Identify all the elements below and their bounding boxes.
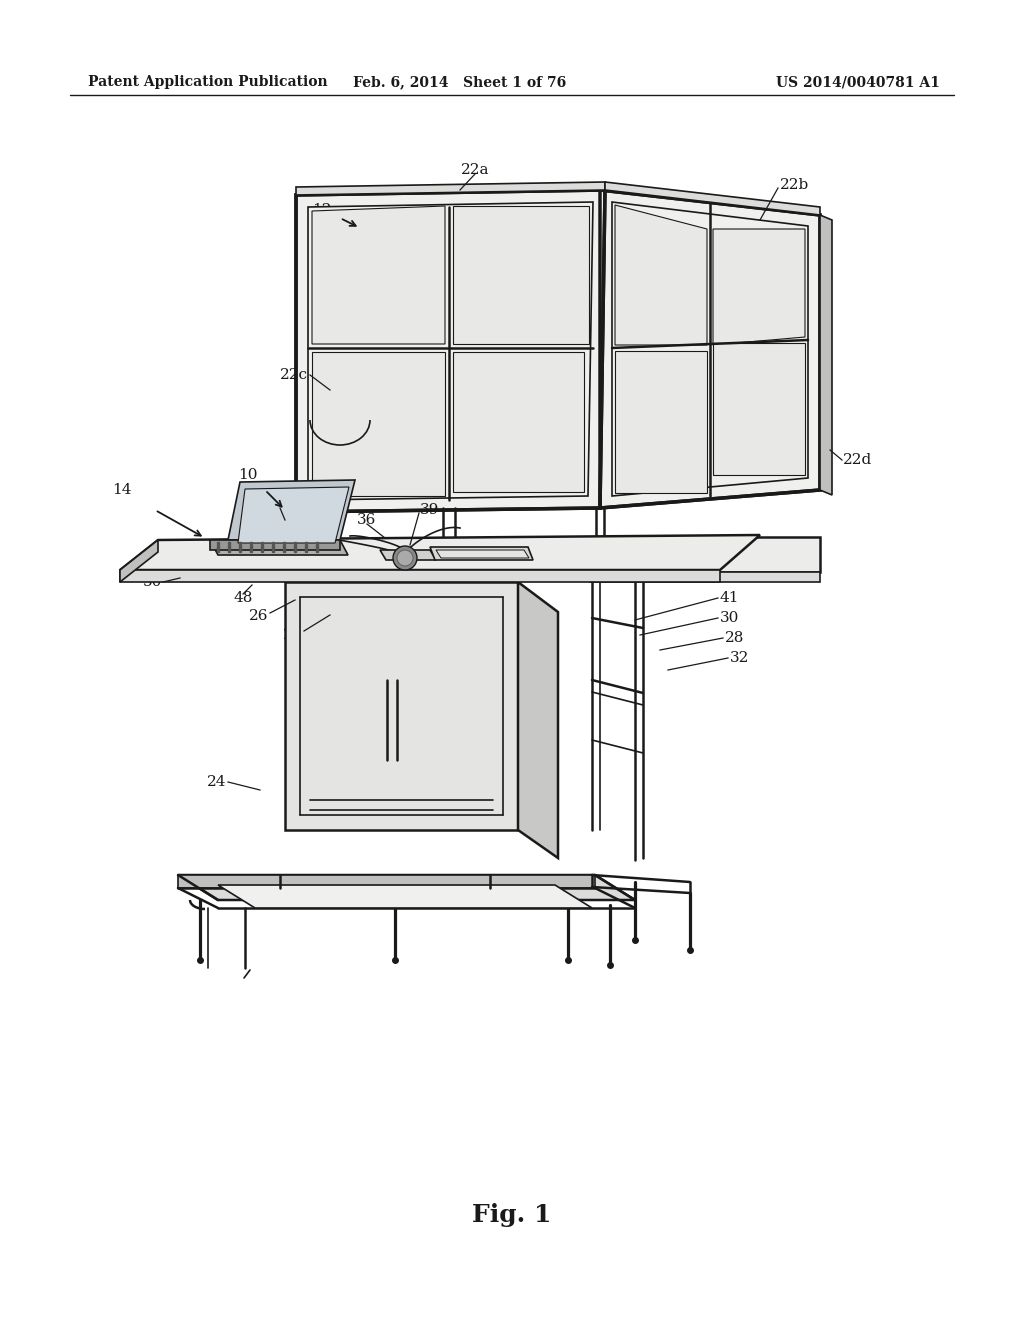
Polygon shape (120, 540, 158, 582)
Polygon shape (518, 582, 558, 858)
Polygon shape (605, 182, 820, 215)
Text: 22d: 22d (843, 453, 872, 467)
Text: Patent Application Publication: Patent Application Publication (88, 75, 328, 88)
Polygon shape (178, 875, 595, 888)
Polygon shape (178, 875, 635, 900)
Polygon shape (210, 540, 340, 550)
Text: 12: 12 (312, 203, 332, 216)
Polygon shape (453, 352, 584, 492)
Polygon shape (308, 202, 593, 500)
Polygon shape (218, 884, 592, 908)
Polygon shape (296, 190, 605, 512)
Text: 28: 28 (725, 631, 744, 645)
Text: 39: 39 (420, 503, 439, 517)
Text: 22b: 22b (780, 178, 809, 191)
Polygon shape (312, 206, 445, 345)
Polygon shape (600, 190, 820, 508)
Text: Fig. 1: Fig. 1 (472, 1203, 552, 1228)
Polygon shape (312, 352, 445, 496)
Polygon shape (296, 182, 605, 195)
Polygon shape (436, 550, 529, 558)
Text: 32: 32 (730, 651, 750, 665)
Polygon shape (380, 550, 436, 560)
Circle shape (393, 546, 417, 570)
Polygon shape (210, 540, 348, 554)
Polygon shape (615, 205, 707, 345)
Polygon shape (590, 537, 820, 572)
Polygon shape (120, 535, 760, 570)
Polygon shape (120, 570, 720, 582)
Text: 27: 27 (283, 628, 302, 642)
Text: 22a: 22a (461, 162, 489, 177)
Polygon shape (430, 546, 534, 560)
Polygon shape (228, 480, 355, 540)
Polygon shape (453, 206, 589, 345)
Text: 10: 10 (239, 469, 258, 482)
Text: 36: 36 (357, 513, 377, 527)
Text: 48: 48 (233, 591, 253, 605)
Text: 14: 14 (113, 483, 132, 498)
Polygon shape (285, 582, 518, 830)
Text: 24: 24 (207, 775, 226, 789)
Text: 69: 69 (270, 498, 290, 512)
Text: 41: 41 (720, 591, 739, 605)
Polygon shape (713, 343, 805, 475)
Polygon shape (615, 351, 707, 492)
Text: 30: 30 (720, 611, 739, 624)
Polygon shape (590, 572, 820, 582)
Text: 22c: 22c (280, 368, 308, 381)
Polygon shape (820, 215, 831, 495)
Text: US 2014/0040781 A1: US 2014/0040781 A1 (776, 75, 940, 88)
Polygon shape (713, 228, 805, 345)
Polygon shape (612, 202, 808, 496)
Text: 50: 50 (142, 576, 162, 589)
Text: Feb. 6, 2014   Sheet 1 of 76: Feb. 6, 2014 Sheet 1 of 76 (353, 75, 566, 88)
Polygon shape (238, 487, 349, 543)
Circle shape (397, 550, 413, 566)
Text: 26: 26 (249, 609, 268, 623)
